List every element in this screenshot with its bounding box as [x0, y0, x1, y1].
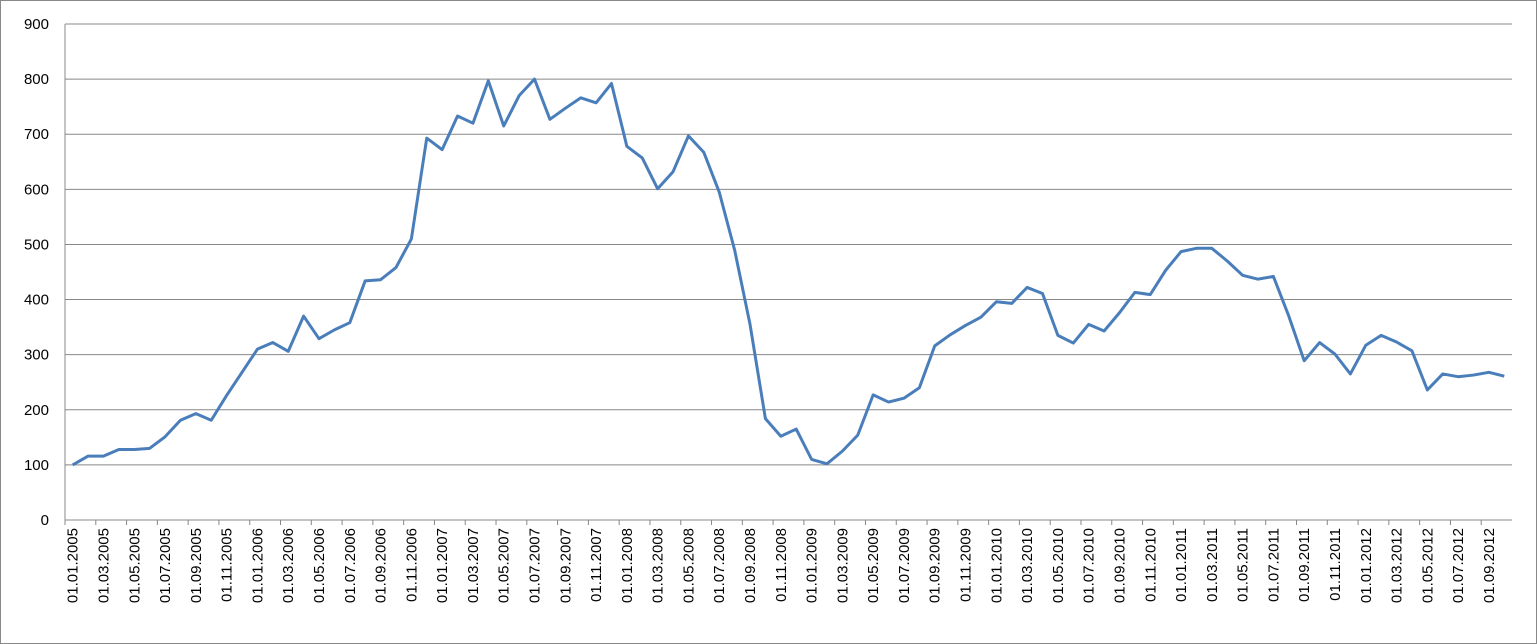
x-tick-label: 01.11.2006 — [403, 528, 420, 602]
x-tick-label: 01.03.2006 — [280, 528, 297, 603]
x-tick-label: 01.05.2008 — [680, 528, 697, 603]
x-tick-label: 01.07.2011 — [1265, 528, 1282, 602]
x-tick-label: 01.11.2011 — [1327, 528, 1344, 601]
y-tick-label: 200 — [24, 402, 49, 419]
x-tick-label: 01.01.2011 — [1173, 528, 1190, 602]
x-tick-label: 01.03.2008 — [650, 528, 667, 603]
y-tick-label: 600 — [24, 181, 49, 198]
x-tick-label: 01.11.2005 — [219, 528, 236, 602]
y-tick-label: 500 — [24, 236, 49, 253]
y-tick-label: 0 — [41, 512, 49, 529]
x-tick-label: 01.05.2011 — [1235, 528, 1252, 602]
y-tick-label: 900 — [24, 16, 49, 33]
x-tick-label: 01.07.2006 — [342, 528, 359, 603]
data-line — [71, 77, 1505, 467]
x-tick-label: 01.09.2011 — [1296, 528, 1313, 602]
x-tick-label: 01.05.2010 — [1050, 528, 1067, 603]
x-tick-label: 01.09.2008 — [742, 528, 759, 603]
x-tick-label: 01.11.2007 — [588, 528, 605, 602]
x-tick-label: 01.07.2008 — [711, 528, 728, 603]
y-tick-label: 700 — [24, 126, 49, 143]
x-tick-label: 01.03.2007 — [465, 528, 482, 603]
y-tick-label: 800 — [24, 71, 49, 88]
y-tick-label: 400 — [24, 292, 49, 309]
x-tick-label: 01.01.2009 — [804, 528, 821, 603]
x-tick-label: 01.07.2005 — [157, 528, 174, 603]
x-tick-label: 01.07.2012 — [1450, 528, 1467, 603]
x-tick-label: 01.01.2007 — [434, 528, 451, 603]
x-tick-label: 01.03.2011 — [1204, 528, 1221, 602]
x-tick-label: 01.05.2005 — [126, 528, 143, 603]
x-tick-label: 01.05.2012 — [1419, 528, 1436, 603]
x-tick-label: 01.09.2007 — [557, 528, 574, 603]
x-tick-label: 01.05.2006 — [311, 528, 328, 603]
x-tick-label: 01.09.2005 — [188, 528, 205, 603]
x-tick-label: 01.01.2005 — [65, 528, 82, 603]
y-tick-label: 100 — [24, 457, 49, 474]
x-tick-label: 01.09.2010 — [1111, 528, 1128, 603]
y-tick-label: 300 — [24, 347, 49, 364]
x-tick-label: 01.01.2012 — [1358, 528, 1375, 603]
x-tick-label: 01.11.2010 — [1142, 528, 1159, 602]
x-tick-label: 01.01.2008 — [619, 528, 636, 603]
x-tick-label: 01.07.2010 — [1081, 528, 1098, 603]
x-tick-label: 01.09.2006 — [373, 528, 390, 603]
x-tick-label: 01.11.2008 — [773, 528, 790, 602]
x-tick-label: 01.03.2005 — [95, 528, 112, 603]
x-tick-label: 01.01.2010 — [988, 528, 1005, 603]
x-tick-label: 01.03.2012 — [1389, 528, 1406, 603]
x-tick-label: 01.03.2010 — [1019, 528, 1036, 603]
x-tick-label: 01.03.2009 — [834, 528, 851, 603]
x-tick-label: 01.07.2009 — [896, 528, 913, 603]
x-tick-label: 01.11.2009 — [958, 528, 975, 602]
x-tick-label: 01.07.2007 — [527, 528, 544, 603]
x-tick-label: 01.09.2012 — [1481, 528, 1498, 603]
x-tick-label: 01.01.2006 — [249, 528, 266, 603]
x-tick-label: 01.09.2009 — [927, 528, 944, 603]
x-tick-label: 01.05.2009 — [865, 528, 882, 603]
x-tick-label: 01.05.2007 — [496, 528, 513, 603]
